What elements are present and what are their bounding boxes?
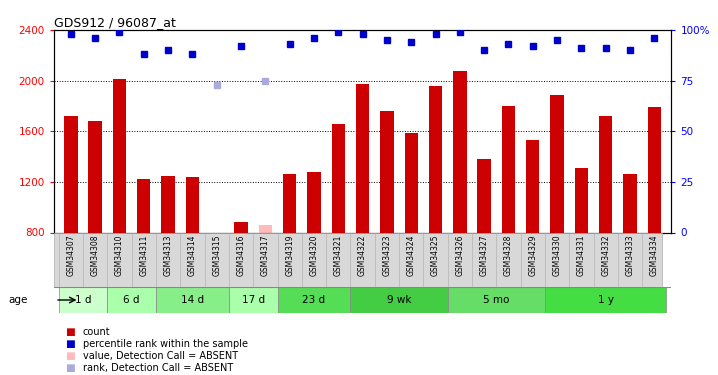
FancyBboxPatch shape: [277, 287, 350, 313]
Bar: [599, 116, 612, 232]
FancyBboxPatch shape: [156, 287, 229, 313]
Bar: [648, 107, 661, 232]
Text: 14 d: 14 d: [181, 295, 204, 305]
Bar: [332, 124, 345, 232]
Text: 5 mo: 5 mo: [483, 295, 510, 305]
Bar: [526, 140, 539, 232]
Bar: [477, 159, 491, 232]
Text: GSM34332: GSM34332: [601, 234, 610, 276]
Bar: [381, 111, 393, 232]
Text: GSM34308: GSM34308: [90, 234, 100, 276]
Bar: [234, 222, 248, 232]
FancyBboxPatch shape: [107, 287, 156, 313]
Bar: [283, 174, 297, 232]
Text: GSM34323: GSM34323: [383, 234, 391, 276]
Text: ■: ■: [65, 339, 75, 349]
Text: rank, Detection Call = ABSENT: rank, Detection Call = ABSENT: [83, 363, 233, 373]
FancyBboxPatch shape: [350, 287, 448, 313]
Text: GSM34325: GSM34325: [431, 234, 440, 276]
Text: 1 y: 1 y: [597, 295, 614, 305]
Bar: [429, 86, 442, 232]
Text: GSM34334: GSM34334: [650, 234, 659, 276]
Text: GSM34311: GSM34311: [139, 234, 149, 276]
Text: value, Detection Call = ABSENT: value, Detection Call = ABSENT: [83, 351, 238, 361]
Text: GSM34315: GSM34315: [213, 234, 221, 276]
Bar: [258, 225, 272, 232]
Text: GSM34317: GSM34317: [261, 234, 270, 276]
Text: GSM34333: GSM34333: [625, 234, 635, 276]
Text: GSM34320: GSM34320: [309, 234, 319, 276]
Text: GSM34310: GSM34310: [115, 234, 124, 276]
Text: GSM34330: GSM34330: [553, 234, 561, 276]
Text: 1 d: 1 d: [75, 295, 91, 305]
Bar: [551, 94, 564, 232]
Bar: [113, 80, 126, 232]
Bar: [623, 174, 637, 232]
Text: GSM34314: GSM34314: [188, 234, 197, 276]
FancyBboxPatch shape: [545, 287, 666, 313]
Bar: [162, 176, 174, 232]
Text: 23 d: 23 d: [302, 295, 325, 305]
Text: percentile rank within the sample: percentile rank within the sample: [83, 339, 248, 349]
Bar: [186, 177, 199, 232]
Text: ■: ■: [65, 351, 75, 361]
Bar: [404, 132, 418, 232]
Text: 9 wk: 9 wk: [387, 295, 411, 305]
Text: 6 d: 6 d: [123, 295, 140, 305]
Text: GSM34328: GSM34328: [504, 234, 513, 276]
Text: GSM34327: GSM34327: [480, 234, 489, 276]
Bar: [502, 106, 515, 232]
Bar: [64, 116, 78, 232]
Text: GDS912 / 96087_at: GDS912 / 96087_at: [54, 16, 176, 29]
Bar: [210, 232, 223, 234]
Bar: [137, 179, 151, 232]
Text: GSM34316: GSM34316: [236, 234, 246, 276]
Text: GSM34313: GSM34313: [164, 234, 172, 276]
Text: ■: ■: [65, 327, 75, 337]
FancyBboxPatch shape: [229, 287, 277, 313]
Text: GSM34326: GSM34326: [455, 234, 465, 276]
Text: GSM34319: GSM34319: [285, 234, 294, 276]
Text: GSM34321: GSM34321: [334, 234, 342, 276]
Text: 17 d: 17 d: [242, 295, 265, 305]
Bar: [88, 121, 102, 232]
Text: GSM34331: GSM34331: [577, 234, 586, 276]
FancyBboxPatch shape: [59, 287, 107, 313]
Text: ■: ■: [65, 363, 75, 373]
Bar: [356, 84, 369, 232]
Text: count: count: [83, 327, 110, 337]
Text: age: age: [9, 295, 28, 305]
FancyBboxPatch shape: [448, 287, 545, 313]
Bar: [307, 172, 321, 232]
Text: GSM34329: GSM34329: [528, 234, 537, 276]
Text: GSM34307: GSM34307: [66, 234, 75, 276]
Text: GSM34324: GSM34324: [406, 234, 416, 276]
Bar: [453, 70, 467, 232]
Text: GSM34322: GSM34322: [358, 234, 367, 276]
Bar: [574, 168, 588, 232]
FancyBboxPatch shape: [54, 232, 661, 287]
